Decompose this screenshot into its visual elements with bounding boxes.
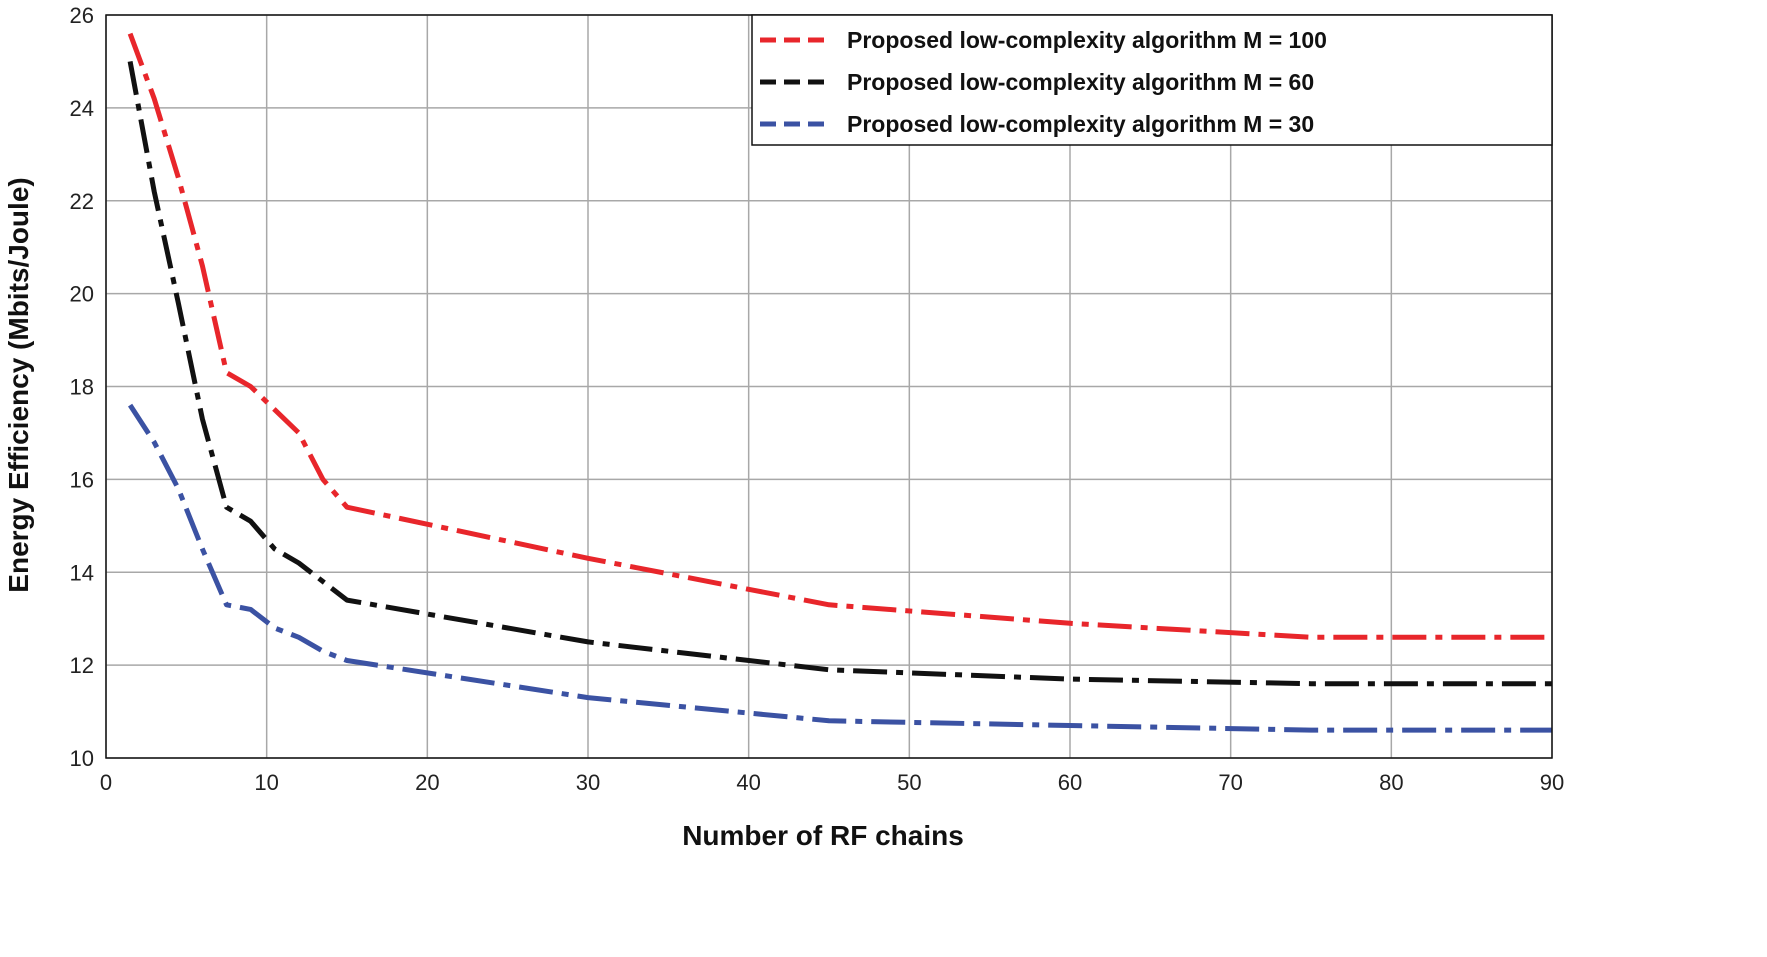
y-axis-title: Energy Efficiency (Mbits/Joule)	[3, 177, 34, 592]
legend-box	[751, 14, 1553, 146]
y-tick-label: 10	[70, 746, 94, 771]
y-tick-label: 24	[70, 96, 94, 121]
y-tick-label: 14	[70, 560, 94, 585]
x-tick-label: 10	[254, 770, 278, 795]
y-tick-label: 18	[70, 375, 94, 400]
series-line-1	[127, 60, 1552, 687]
y-tick-label: 26	[70, 3, 94, 28]
x-tick-label: 40	[736, 770, 760, 795]
legend: Proposed low-complexity algorithm M = 10…	[751, 14, 1553, 146]
x-axis-title: Number of RF chains	[682, 820, 964, 851]
x-tick-label: 20	[415, 770, 439, 795]
y-tick-label: 16	[70, 467, 94, 492]
legend-label-0: Proposed low-complexity algorithm M = 10…	[847, 27, 1327, 53]
x-tick-label: 60	[1058, 770, 1082, 795]
series-line-2	[128, 403, 1552, 733]
x-tick-label: 50	[897, 770, 921, 795]
x-tick-label: 70	[1218, 770, 1242, 795]
x-tick-label: 0	[100, 770, 112, 795]
x-tick-label: 90	[1540, 770, 1564, 795]
legend-label-2: Proposed low-complexity algorithm M = 30	[847, 111, 1314, 137]
legend-label-1: Proposed low-complexity algorithm M = 60	[847, 69, 1314, 95]
y-tick-label: 22	[70, 189, 94, 214]
x-tick-label: 80	[1379, 770, 1403, 795]
x-tick-label: 30	[576, 770, 600, 795]
series-line-0	[127, 32, 1552, 640]
y-tick-label: 12	[70, 653, 94, 678]
series-lines	[127, 32, 1552, 733]
y-tick-label: 20	[70, 282, 94, 307]
